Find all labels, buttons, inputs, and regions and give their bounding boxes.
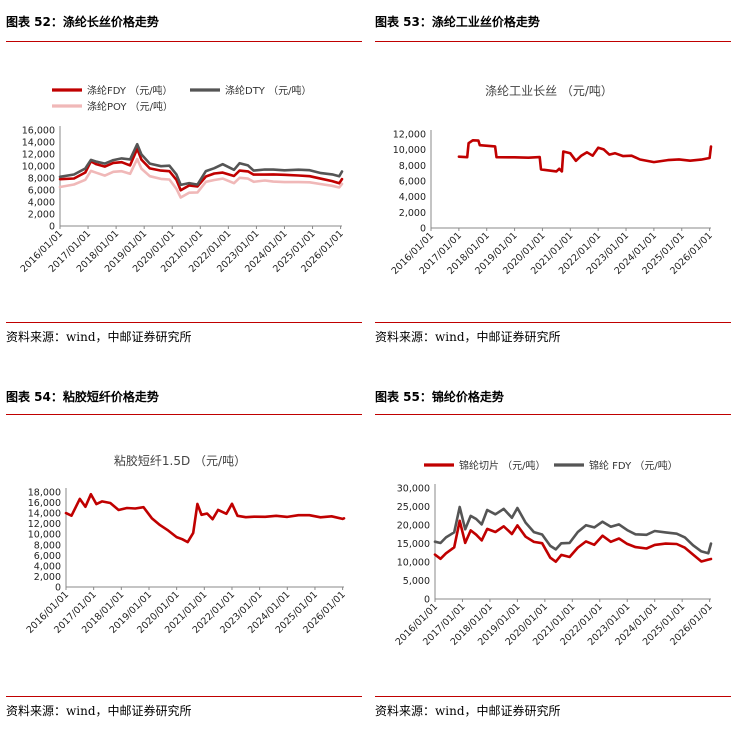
y-tick-label: 16,000 [22,126,55,137]
chart-title: 粘胶短纤1.5D （元/吨） [114,453,246,468]
y-tick-label: 12,000 [22,150,55,161]
title-rule [375,414,731,415]
series-line [58,157,344,199]
chart-polyester-filament: 02,0004,0006,0008,00010,00012,00014,0001… [19,84,346,275]
panel-title: 图表 55：锦纶价格走势 [375,390,504,404]
y-tick-label: 2,000 [399,208,426,219]
y-tick-label: 6,000 [399,177,426,188]
panel-54: 图表 54：粘胶短纤价格走势 0 2,000 4,000 6,000 8,000 10,0… [0,366,368,733]
source-rule [6,696,362,697]
legend-label: 锦纶 FDY （元/吨） [589,459,678,472]
y-tick-label: 6,000 [34,551,61,562]
legend-label: 涤纶FDY （元/吨） [87,84,173,97]
y-tick-label: 10,000 [393,145,426,156]
source-note: 资料来源：wind，中邮证券研究所 [375,330,561,344]
panel-52: 图表 52：涤纶长丝价格走势 0 2,000 4,000 6,000 8,000 10,0… [0,0,368,366]
source-rule [375,322,731,323]
panel-title: 图表 53：涤纶工业丝价格走势 [375,15,540,29]
series-line [433,519,713,563]
y-tick-label: 0 [55,583,61,594]
y-tick-label: 8,000 [34,540,61,551]
y-tick-label: 4,000 [28,198,55,209]
y-tick-label: 0 [420,224,426,235]
legend-label: 锦纶切片 （元/吨） [459,459,546,472]
source-note: 资料来源：wind，中邮证券研究所 [6,330,192,344]
source-note: 资料来源：wind，中邮证券研究所 [375,704,561,718]
y-tick-label: 20,000 [397,521,430,532]
y-tick-label: 2,000 [34,572,61,583]
y-tick-label: 0 [424,595,430,606]
panel-title: 图表 52：涤纶长丝价格走势 [6,15,159,29]
title-rule [375,41,731,42]
title-rule [6,41,362,42]
y-tick-label: 14,000 [22,138,55,149]
y-tick-label: 8,000 [399,161,426,172]
chart-nylon: 05,00010,00015,00020,00025,00030,0002016… [394,459,715,648]
y-tick-label: 12,000 [393,130,426,141]
legend-label: 涤纶DTY （元/吨） [225,84,311,97]
y-tick-label: 15,000 [397,539,430,550]
y-tick-label: 16,000 [28,498,61,509]
title-rule [6,414,362,415]
y-tick-label: 25,000 [397,502,430,513]
source-rule [6,322,362,323]
source-note: 资料来源：wind，中邮证券研究所 [6,704,192,718]
y-tick-label: 4,000 [399,192,426,203]
source-rule [375,696,731,697]
y-tick-label: 2,000 [28,210,55,221]
series-line [64,492,346,544]
y-tick-label: 4,000 [34,561,61,572]
y-tick-label: 10,000 [22,162,55,173]
y-tick-label: 10,000 [28,530,61,541]
series-line [433,505,713,555]
y-tick-label: 6,000 [28,186,55,197]
y-tick-label: 30,000 [397,484,430,495]
chart-viscose-staple: 02,0004,0006,0008,00010,00012,00014,0001… [25,453,348,636]
y-tick-label: 0 [49,222,55,233]
chart-industrial-yarn: 02,0004,0006,0008,00010,00012,0002016/01… [390,84,715,277]
y-tick-label: 18,000 [28,488,61,499]
y-tick-label: 5,000 [403,576,430,587]
legend-label: 涤纶POY （元/吨） [87,100,173,113]
panel-title: 图表 54：粘胶短纤价格走势 [6,390,159,404]
panel-53: 图表 53：涤纶工业丝价格走势 0 2,000 4,000 6,000 8,000 10,… [369,0,737,366]
y-tick-label: 10,000 [397,558,430,569]
y-tick-label: 14,000 [28,509,61,520]
chart-title: 涤纶工业长丝 （元/吨） [485,84,613,98]
series-line [457,139,713,173]
y-tick-label: 8,000 [28,174,55,185]
y-tick-label: 12,000 [28,519,61,530]
panel-55: 图表 55：锦纶价格走势 0 5,000 10,000 15,000 20,000 25,… [369,366,737,733]
series-line [58,142,344,187]
series-line [58,147,344,192]
